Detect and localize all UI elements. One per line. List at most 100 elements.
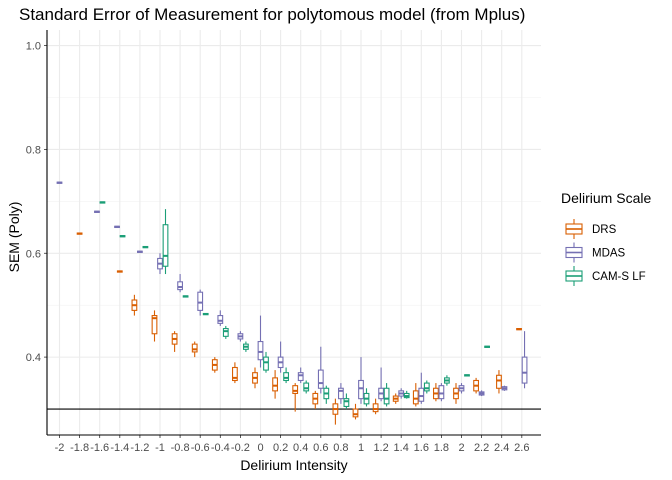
- box-drs: [191, 341, 198, 358]
- box-body: [383, 387, 390, 405]
- plot-boxes: [56, 181, 528, 425]
- box-mdas: [337, 383, 344, 404]
- box-drs: [473, 377, 479, 394]
- legend-item: MDAS: [565, 242, 626, 263]
- y-tick-label: 0.4: [26, 352, 41, 364]
- box-body: [303, 382, 310, 392]
- box-drs: [76, 232, 83, 235]
- box-mdas: [398, 388, 405, 399]
- box-drs: [432, 383, 439, 402]
- box-body: [372, 403, 379, 413]
- box-drs: [116, 270, 123, 273]
- box-body: [438, 385, 445, 400]
- legend-item: CAM-S LF: [565, 266, 646, 286]
- x-tick-label: 1.2: [373, 442, 388, 454]
- box-mdas: [177, 274, 183, 293]
- box-mdas: [56, 181, 63, 184]
- box-drs: [292, 383, 299, 412]
- x-tick-label: 1: [358, 442, 364, 454]
- box-body: [263, 356, 269, 371]
- chart-title: Standard Error of Measurement for polyto…: [19, 5, 525, 24]
- x-tick-label: 0.8: [333, 442, 348, 454]
- box-mdas: [317, 346, 324, 394]
- box-drs: [211, 357, 218, 373]
- box-mdas: [458, 383, 465, 394]
- box-cam-s-lf: [99, 201, 106, 204]
- legend-label: MDAS: [592, 248, 626, 260]
- x-tick-label: -2: [55, 442, 65, 454]
- box-drs: [516, 328, 522, 331]
- box-mdas: [358, 357, 364, 404]
- box-body: [496, 374, 502, 389]
- box-cam-s-lf: [182, 295, 189, 298]
- box-mdas: [114, 225, 120, 229]
- box-mdas: [418, 372, 425, 404]
- box-cam-s-lf: [383, 383, 390, 407]
- box-cam-s-lf: [283, 367, 289, 384]
- box-cam-s-lf: [423, 380, 430, 394]
- box-drs: [412, 383, 419, 407]
- box-drs: [392, 393, 399, 404]
- box-mdas: [521, 331, 528, 389]
- box-cam-s-lf: [243, 341, 249, 352]
- axes: 0.4 0.6 0.8 1.0 -2 -1.8 -1.6 -1.4 -1.2 -1 -0.8 -0.6…: [26, 30, 541, 454]
- legend: Delirium Scale DRS MDAS CAM-S LF: [561, 190, 651, 286]
- box-body: [197, 291, 204, 311]
- x-tick-label: -1.2: [130, 442, 149, 454]
- box-body: [257, 340, 264, 361]
- legend-title: Delirium Scale: [561, 190, 651, 206]
- box-cam-s-lf: [363, 388, 370, 407]
- legend-item: DRS: [565, 219, 617, 239]
- x-tick-label: 1.8: [434, 442, 449, 454]
- box-mdas: [217, 310, 224, 326]
- box-body: [412, 390, 419, 405]
- x-tick-label: -1.8: [70, 442, 89, 454]
- box-body: [317, 369, 324, 389]
- box-body: [343, 398, 350, 407]
- box-mdas: [137, 250, 143, 253]
- box-cam-s-lf: [162, 209, 169, 275]
- box-mdas: [94, 210, 100, 213]
- box-drs: [453, 383, 459, 404]
- box-cam-s-lf: [119, 235, 126, 238]
- box-drs: [272, 370, 278, 399]
- box-cam-s-lf: [202, 312, 209, 316]
- x-tick-label: 0.4: [293, 442, 308, 454]
- box-body: [222, 328, 229, 337]
- x-tick-label: 1.4: [394, 442, 409, 454]
- x-tick-label: -1.6: [90, 442, 109, 454]
- y-tick-label: 0.8: [26, 144, 41, 156]
- x-axis-title: Delirium Intensity: [240, 457, 347, 473]
- box-mdas: [237, 331, 244, 342]
- box-body: [177, 281, 183, 291]
- box-cam-s-lf: [222, 325, 229, 339]
- box-cam-s-lf: [403, 390, 410, 399]
- box-mdas: [197, 289, 204, 316]
- x-tick-label: 0.2: [273, 442, 288, 454]
- box-drs: [131, 294, 138, 316]
- x-tick-label: -0.6: [191, 442, 210, 454]
- box-mdas: [157, 253, 163, 275]
- box-body: [283, 372, 289, 382]
- box-body: [191, 343, 198, 353]
- legend-key: [565, 266, 583, 286]
- box-body: [358, 379, 364, 400]
- x-tick-label: 2.6: [514, 442, 529, 454]
- box-cam-s-lf: [263, 351, 269, 373]
- box-drs: [372, 398, 379, 415]
- y-tick-label: 0.6: [26, 248, 41, 260]
- box-cam-s-lf: [443, 375, 450, 386]
- x-tick-label: -0.8: [171, 442, 190, 454]
- box-cam-s-lf: [464, 374, 470, 377]
- box-drs: [352, 403, 359, 420]
- x-tick-label: 1.6: [414, 442, 429, 454]
- box-cam-s-lf: [142, 245, 149, 249]
- box-body: [521, 356, 528, 384]
- box-body: [217, 315, 224, 324]
- x-tick-label: 2.2: [474, 442, 489, 454]
- box-drs: [312, 390, 319, 410]
- legend-label: DRS: [592, 224, 617, 236]
- box-drs: [332, 398, 339, 425]
- box-cam-s-lf: [343, 393, 350, 410]
- box-body: [423, 382, 430, 392]
